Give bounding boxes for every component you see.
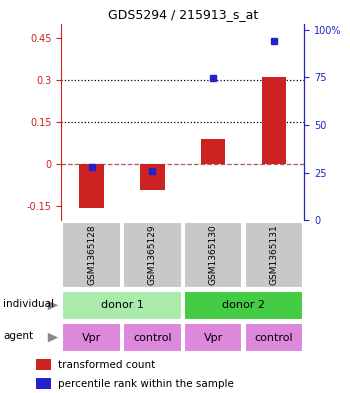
- Text: donor 1: donor 1: [100, 300, 144, 310]
- Text: control: control: [133, 332, 172, 343]
- Text: transformed count: transformed count: [58, 360, 156, 370]
- Bar: [184, 323, 243, 353]
- Text: Vpr: Vpr: [82, 332, 101, 343]
- Polygon shape: [48, 301, 58, 310]
- Bar: [62, 290, 182, 320]
- Bar: [36, 378, 50, 389]
- Bar: [184, 222, 243, 288]
- Bar: [245, 222, 303, 288]
- Text: agent: agent: [3, 331, 33, 341]
- Bar: [123, 323, 182, 353]
- Text: Vpr: Vpr: [204, 332, 223, 343]
- Title: GDS5294 / 215913_s_at: GDS5294 / 215913_s_at: [108, 8, 258, 21]
- Bar: [62, 323, 121, 353]
- Bar: [184, 290, 303, 320]
- Text: percentile rank within the sample: percentile rank within the sample: [58, 378, 234, 389]
- Bar: [140, 164, 164, 189]
- Bar: [245, 323, 303, 353]
- Bar: [36, 359, 50, 370]
- Text: GSM1365128: GSM1365128: [87, 224, 96, 285]
- Text: control: control: [255, 332, 293, 343]
- Bar: [123, 222, 182, 288]
- Text: GSM1365129: GSM1365129: [148, 224, 157, 285]
- Text: donor 2: donor 2: [222, 300, 265, 310]
- Text: individual: individual: [3, 299, 54, 309]
- Bar: [201, 139, 225, 164]
- Bar: [79, 164, 104, 208]
- Text: GSM1365131: GSM1365131: [270, 224, 279, 285]
- Text: GSM1365130: GSM1365130: [209, 224, 218, 285]
- Polygon shape: [48, 333, 58, 342]
- Bar: [62, 222, 121, 288]
- Bar: [262, 77, 286, 164]
